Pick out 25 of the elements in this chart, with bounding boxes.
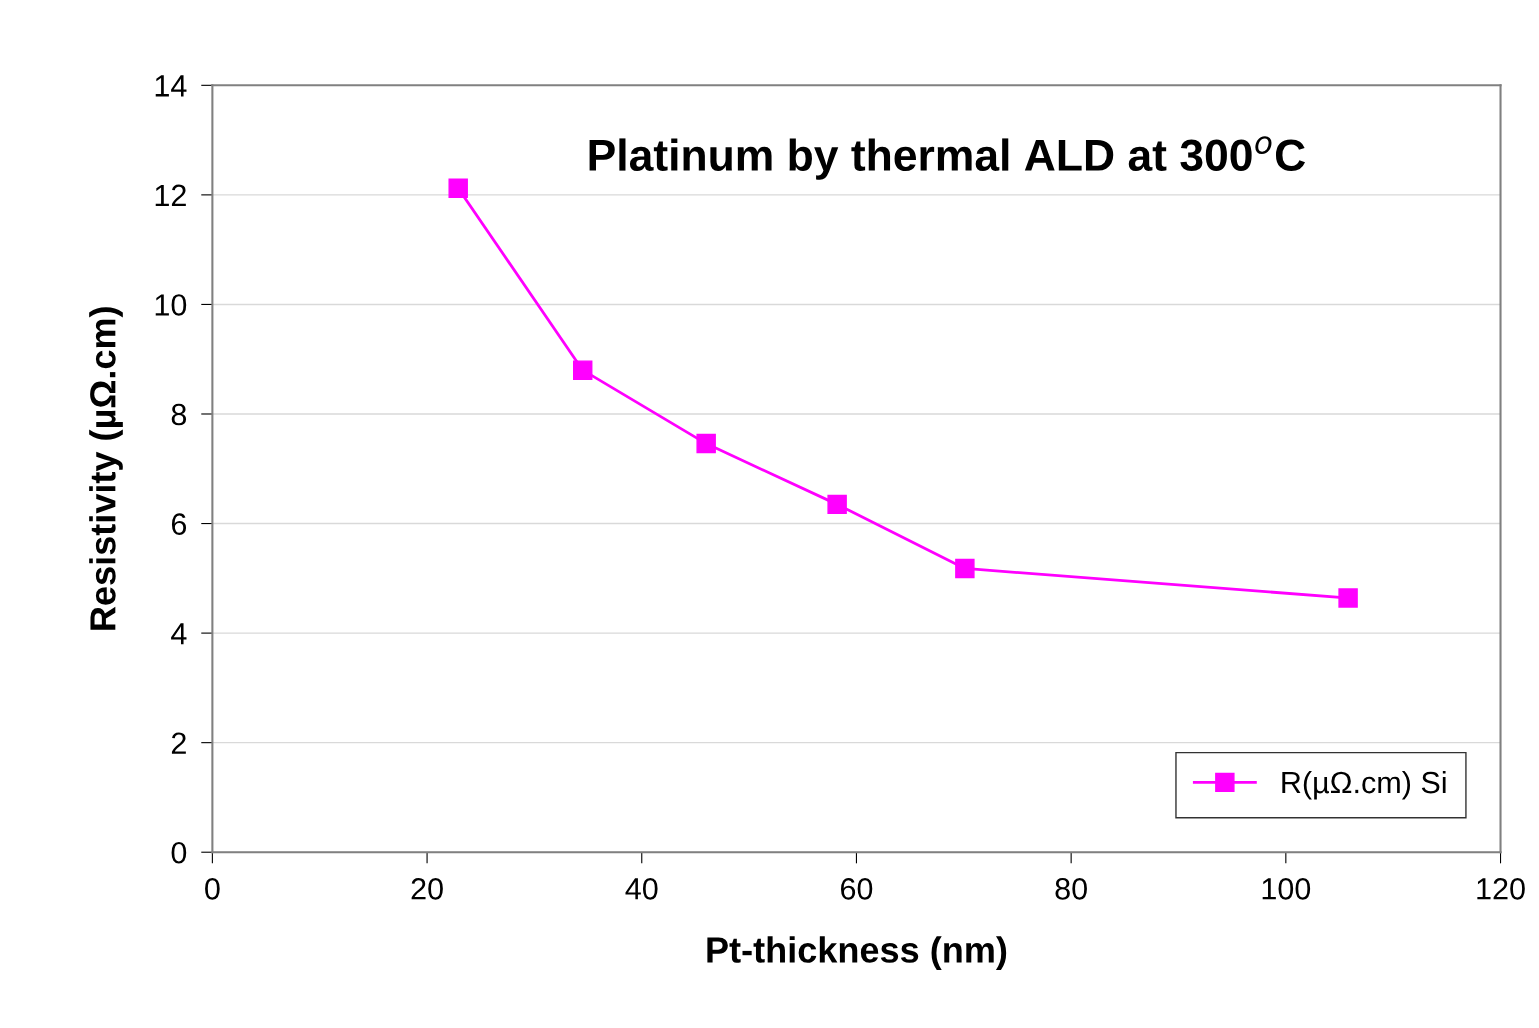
y-tick-label: 8 [171, 403, 187, 426]
y-tick-label: 0 [171, 841, 187, 864]
y-axis-title: Resistivity (µΩ.cm) [89, 307, 123, 630]
x-tick-label: 0 [205, 878, 220, 900]
x-tick-label: 120 [1477, 878, 1525, 900]
point [827, 494, 847, 515]
point [955, 558, 975, 579]
point [448, 178, 468, 199]
y-tick-label: 4 [171, 623, 187, 645]
x-tick-label: 20 [411, 878, 443, 900]
y-tick-label: 14 [155, 75, 187, 97]
y-tick-label: 6 [171, 513, 187, 535]
point [1338, 588, 1358, 608]
legend-label: R(µΩ.cm) Si [1282, 770, 1446, 800]
point [696, 433, 716, 454]
point [573, 360, 593, 380]
x-tick-label: 80 [1055, 878, 1087, 900]
x-tick-label: 60 [841, 878, 873, 900]
y-tick-label: 12 [155, 184, 186, 206]
x-axis-title: Pt-thickness (nm) [707, 936, 1007, 970]
y-tick-label: 10 [155, 294, 187, 316]
y-tick-label: 2 [171, 732, 186, 754]
text: Platinum by thermal ALD at 300$^{o}$C [589, 136, 1306, 180]
x-tick-label: 40 [625, 878, 658, 900]
x-tick-label: 100 [1262, 878, 1311, 900]
